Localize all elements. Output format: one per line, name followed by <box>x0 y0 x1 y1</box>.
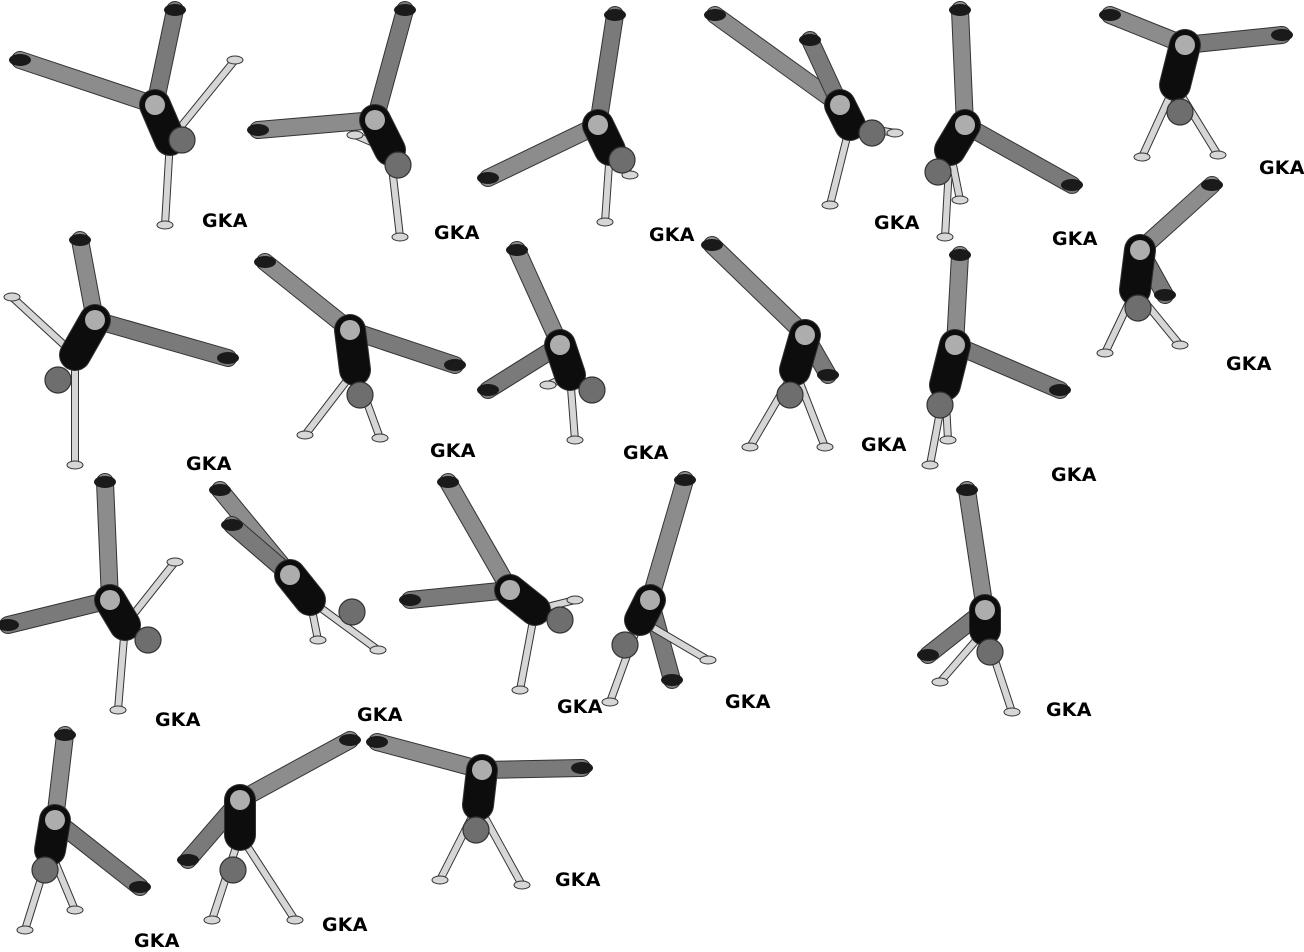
figure-label: GKA <box>649 224 695 246</box>
figure-label: GKA <box>322 914 368 936</box>
cartwheel-figure <box>16 726 151 935</box>
cartwheel-figure <box>704 6 904 210</box>
cartwheel-figure <box>3 231 239 470</box>
figure-label: GKA <box>434 222 480 244</box>
cartwheel-figure <box>247 1 416 242</box>
cartwheel-figure <box>477 6 639 227</box>
figure-label: GKA <box>186 453 232 475</box>
cartwheel-figure <box>917 481 1021 717</box>
figure-label: GKA <box>1226 353 1272 375</box>
cartwheel-figure <box>254 253 466 443</box>
figure-label: GKA <box>357 704 403 726</box>
cartwheel-figure <box>924 1 1083 242</box>
figure-label: GKA <box>861 434 907 456</box>
cartwheel-figure <box>477 241 606 445</box>
figure-label: GKA <box>874 212 920 234</box>
cartwheel-figure <box>921 246 1071 470</box>
figure-label: GKA <box>155 709 201 731</box>
cartwheel-figure <box>9 1 244 230</box>
figure-label: GKA <box>623 442 669 464</box>
cartwheel-figure <box>366 733 593 890</box>
figure-label: GKA <box>430 440 476 462</box>
figure-label: GKA <box>1046 699 1092 721</box>
figure-label: GKA <box>555 869 601 891</box>
cartwheel-figure <box>1096 176 1223 358</box>
figure-label: GKA <box>725 691 771 713</box>
cartwheel-figure <box>177 731 361 925</box>
figure-label: GKA <box>134 930 180 952</box>
cartwheel-figure <box>209 481 387 655</box>
cartwheel-figure <box>601 471 717 707</box>
figure-label: GKA <box>202 210 248 232</box>
cartwheel-figure <box>1099 6 1293 162</box>
figure-label: GKA <box>1259 157 1304 179</box>
cartwheel-figure <box>399 473 584 695</box>
cartwheel-figure <box>0 473 184 715</box>
figure-label: GKA <box>1051 464 1097 486</box>
figure-label: GKA <box>557 696 603 718</box>
cartwheel-figure <box>701 236 839 452</box>
figure-label: GKA <box>1052 228 1098 250</box>
